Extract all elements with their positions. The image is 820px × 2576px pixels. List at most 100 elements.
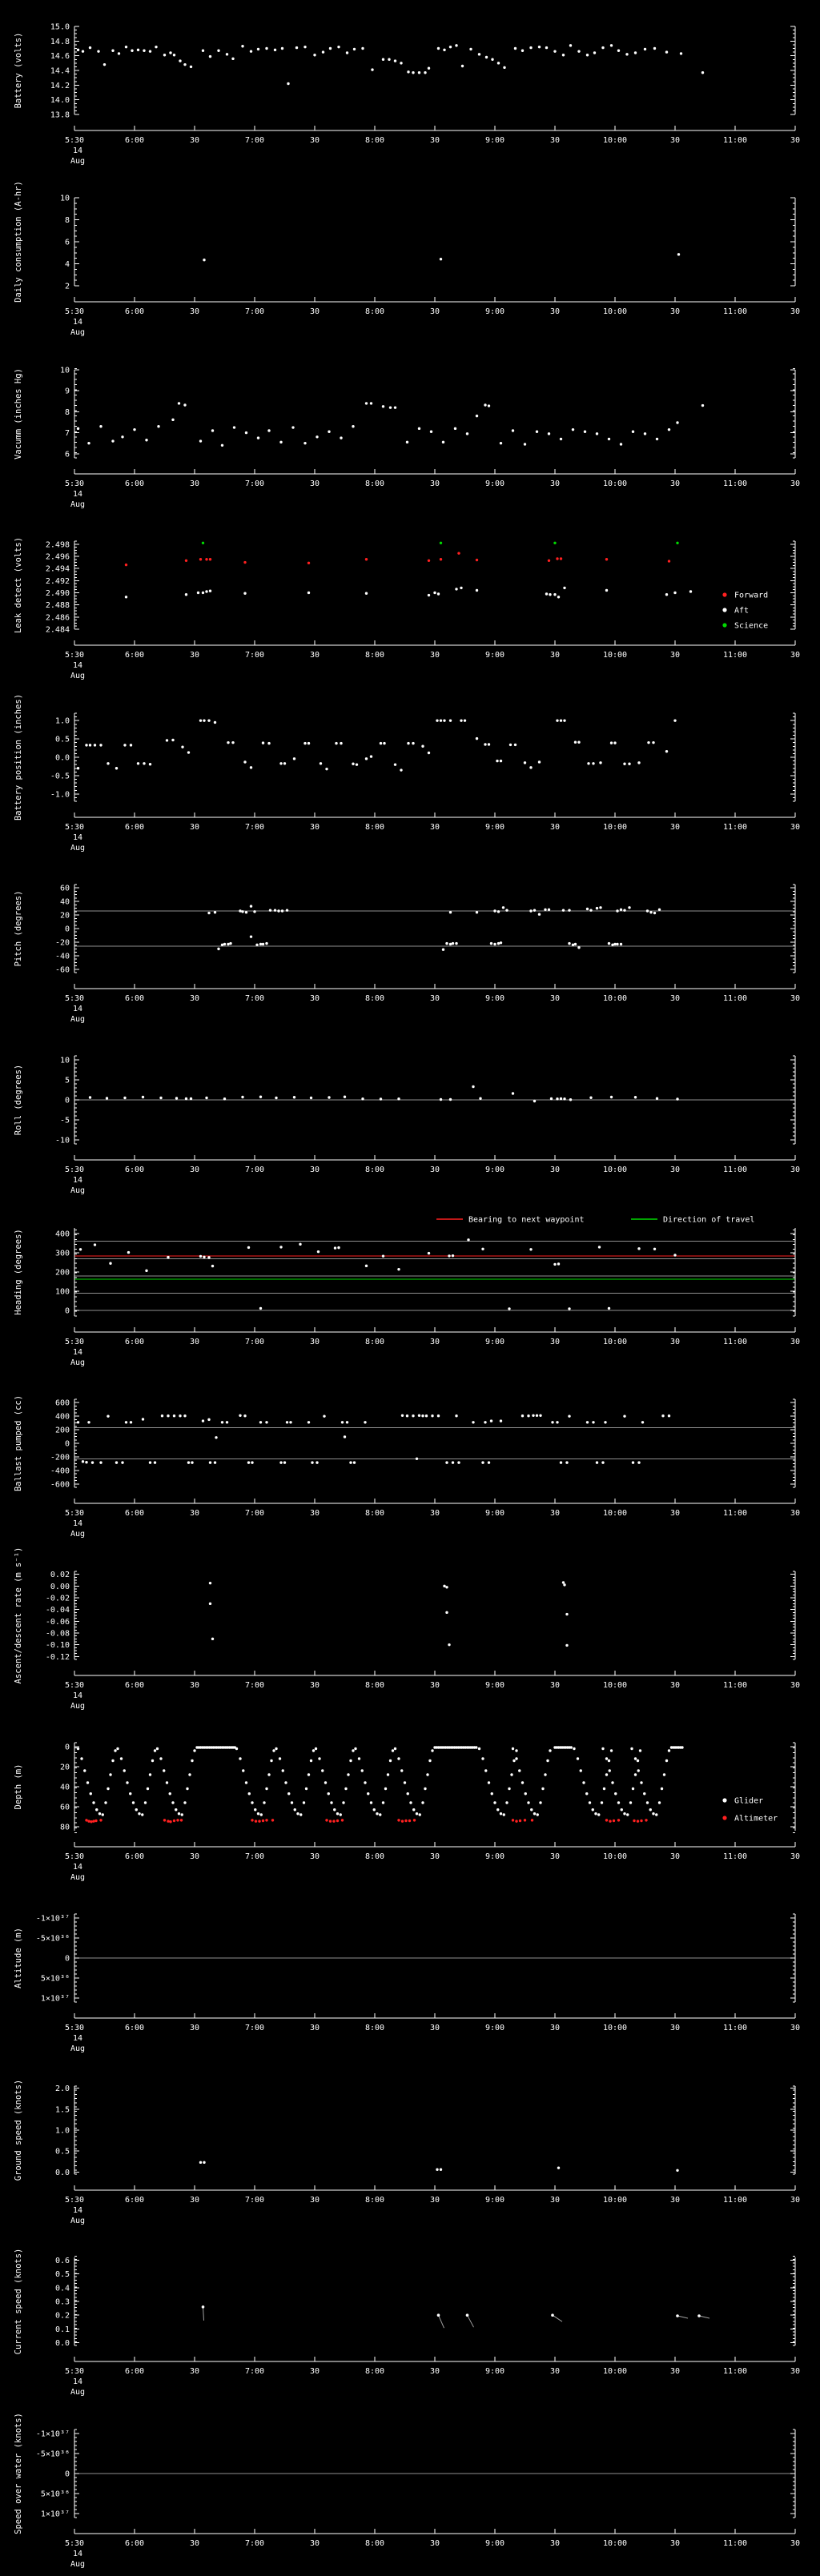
svg-text:30: 30 bbox=[670, 479, 680, 488]
svg-text:6:00: 6:00 bbox=[125, 1681, 144, 1690]
legend-label: Glider bbox=[734, 1797, 763, 1806]
x-tick-labels: 5:30 6:00 30 7:00 30 8:00 30 9:00 30 10:00 30 11:00… bbox=[65, 1338, 800, 1367]
svg-text:30: 30 bbox=[190, 307, 199, 316]
svg-text:2.494: 2.494 bbox=[46, 565, 70, 574]
y-axis bbox=[74, 367, 796, 459]
svg-text:30: 30 bbox=[430, 823, 440, 832]
y-tick-labels: 2.484 2.486 2.488 2.490 2.492 2.494 2.496 2.498 bbox=[46, 540, 70, 634]
svg-text:0.5: 0.5 bbox=[55, 735, 70, 744]
svg-text:7:00: 7:00 bbox=[245, 136, 264, 145]
series-aft bbox=[124, 586, 693, 599]
date-day: 14 bbox=[73, 661, 82, 670]
legend-label: Altimeter bbox=[734, 1815, 778, 1824]
y-axis-label-ground-speed: Ground speed (knots) bbox=[14, 2080, 23, 2181]
svg-text:200: 200 bbox=[55, 1426, 70, 1435]
legend: Glider Altimeter bbox=[722, 1797, 778, 1824]
svg-text:9:00: 9:00 bbox=[485, 823, 504, 832]
date-month: Aug bbox=[70, 500, 85, 509]
svg-text:10:00: 10:00 bbox=[603, 651, 627, 660]
svg-text:5:30: 5:30 bbox=[65, 823, 84, 832]
svg-text:-0.04: -0.04 bbox=[46, 1606, 70, 1615]
x-tick-labels: 5:30 6:00 30 7:00 30 8:00 30 9:00 30 10:00 30 11:00… bbox=[65, 823, 800, 853]
svg-text:8:00: 8:00 bbox=[365, 2196, 384, 2205]
date-month: Aug bbox=[70, 2388, 85, 2397]
date-month: Aug bbox=[70, 157, 85, 166]
y-axis-label-vacuum: Vacumm (inches Hg) bbox=[14, 368, 23, 459]
date-month: Aug bbox=[70, 1873, 85, 1882]
svg-text:30: 30 bbox=[790, 994, 800, 1003]
y-tick-labels: 0.0 0.1 0.2 0.3 0.4 0.5 0.6 bbox=[55, 2257, 70, 2348]
svg-text:0.1: 0.1 bbox=[55, 2325, 70, 2334]
svg-text:80: 80 bbox=[60, 1824, 70, 1832]
legend-label: Science bbox=[734, 622, 768, 631]
svg-text:7: 7 bbox=[65, 429, 70, 438]
svg-text:7:00: 7:00 bbox=[245, 2539, 264, 2548]
svg-text:30: 30 bbox=[790, 1681, 800, 1690]
svg-text:0: 0 bbox=[65, 1097, 70, 1105]
svg-text:30: 30 bbox=[670, 1338, 680, 1346]
svg-text:6:00: 6:00 bbox=[125, 2539, 144, 2548]
svg-text:10:00: 10:00 bbox=[603, 1681, 627, 1690]
svg-text:10: 10 bbox=[60, 195, 70, 203]
svg-text:0: 0 bbox=[65, 1743, 70, 1752]
svg-text:400: 400 bbox=[55, 1230, 70, 1238]
legend-label: Forward bbox=[734, 592, 768, 600]
svg-text:5:30: 5:30 bbox=[65, 2024, 84, 2032]
y-axis-label-ascent-descent: Ascent/descent rate (m s⁻¹) bbox=[14, 1547, 23, 1683]
svg-text:6:00: 6:00 bbox=[125, 1852, 144, 1861]
x-axis bbox=[74, 468, 796, 475]
y-axis-label-daily-consumption: Daily consumption (A-hr) bbox=[14, 182, 23, 303]
y-axis bbox=[74, 1571, 796, 1660]
svg-text:-200: -200 bbox=[50, 1454, 70, 1463]
date-month: Aug bbox=[70, 1702, 85, 1711]
svg-text:10:00: 10:00 bbox=[603, 1166, 627, 1174]
svg-text:10:00: 10:00 bbox=[603, 479, 627, 488]
svg-text:30: 30 bbox=[430, 1166, 440, 1174]
svg-text:9:00: 9:00 bbox=[485, 1338, 504, 1346]
svg-text:30: 30 bbox=[790, 136, 800, 145]
svg-text:30: 30 bbox=[790, 2367, 800, 2376]
svg-text:10: 10 bbox=[60, 1057, 70, 1065]
date-month: Aug bbox=[70, 1015, 85, 1024]
date-day: 14 bbox=[73, 490, 82, 499]
y-tick-labels: 6 7 8 9 10 bbox=[60, 366, 70, 459]
y-tick-labels: -600 -400 -200 0 200 400 600 bbox=[50, 1399, 70, 1490]
x-axis bbox=[74, 1326, 796, 1333]
svg-text:14.8: 14.8 bbox=[50, 38, 70, 46]
svg-text:10:00: 10:00 bbox=[603, 307, 627, 316]
x-tick-labels: 5:30 6:00 30 7:00 30 8:00 30 9:00 30 10:00 30 11:00… bbox=[65, 2024, 800, 2053]
x-tick-labels: 5:30 6:00 30 7:00 30 8:00 30 9:00 30 10:00 30 11:00… bbox=[65, 651, 800, 680]
series-roll bbox=[88, 1085, 679, 1103]
date-day: 14 bbox=[73, 2034, 82, 2043]
x-tick-labels: 5:30 6:00 30 7:00 30 8:00 30 9:00 30 10:00 30 11:00… bbox=[65, 1166, 800, 1195]
legend-marker-science bbox=[722, 623, 727, 628]
svg-text:10: 10 bbox=[60, 366, 70, 375]
svg-text:5:30: 5:30 bbox=[65, 1338, 84, 1346]
svg-text:-5×10³⁶: -5×10³⁶ bbox=[36, 2450, 70, 2458]
svg-text:30: 30 bbox=[790, 1509, 800, 1518]
svg-text:30: 30 bbox=[430, 1338, 440, 1346]
svg-text:9:00: 9:00 bbox=[485, 2539, 504, 2548]
svg-text:5: 5 bbox=[65, 1077, 70, 1085]
svg-text:-1×10³⁷: -1×10³⁷ bbox=[36, 1915, 70, 1924]
svg-text:30: 30 bbox=[430, 1509, 440, 1518]
svg-text:2.490: 2.490 bbox=[46, 589, 70, 598]
svg-text:8:00: 8:00 bbox=[365, 823, 384, 832]
y-tick-labels: -1×10³⁷ -5×10³⁶ 0 5×10³⁶ 1×10³⁷ bbox=[36, 2430, 70, 2518]
y-axis bbox=[74, 1742, 796, 1833]
svg-text:30: 30 bbox=[430, 2196, 440, 2205]
svg-text:-60: -60 bbox=[55, 965, 70, 974]
legend-marker-forward bbox=[722, 592, 727, 597]
svg-text:10:00: 10:00 bbox=[603, 136, 627, 145]
svg-text:14.2: 14.2 bbox=[50, 82, 70, 90]
svg-text:30: 30 bbox=[310, 651, 320, 660]
svg-text:30: 30 bbox=[190, 2539, 199, 2548]
svg-text:8:00: 8:00 bbox=[365, 1681, 384, 1690]
legend-label: Bearing to next waypoint bbox=[468, 1215, 585, 1224]
svg-text:-5: -5 bbox=[60, 1117, 70, 1125]
svg-text:30: 30 bbox=[310, 136, 320, 145]
svg-text:7:00: 7:00 bbox=[245, 651, 264, 660]
svg-text:6:00: 6:00 bbox=[125, 136, 144, 145]
svg-text:30: 30 bbox=[190, 2367, 199, 2376]
svg-text:30: 30 bbox=[550, 479, 560, 488]
